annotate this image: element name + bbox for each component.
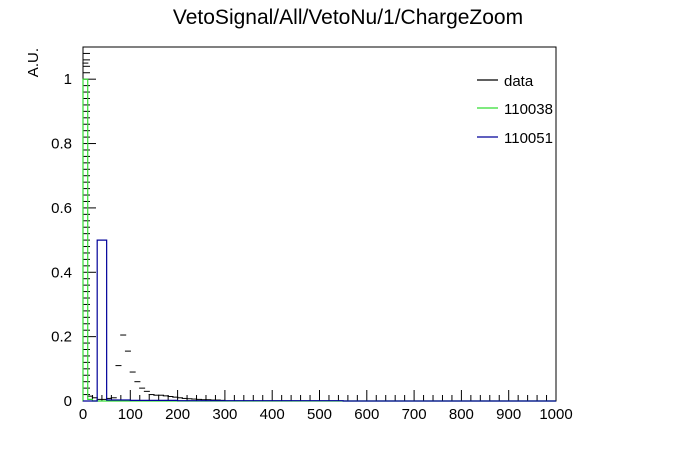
series-110038-histogram bbox=[82, 78, 556, 402]
series-110051-histogram bbox=[83, 239, 556, 402]
y-tick-label: 0.6 bbox=[51, 200, 72, 217]
x-tick-label: 900 bbox=[496, 406, 521, 423]
x-tick-label: 800 bbox=[449, 406, 474, 423]
plot-series bbox=[82, 62, 556, 402]
x-tick-label: 300 bbox=[212, 406, 237, 423]
plot-frame bbox=[82, 46, 557, 402]
x-tick-label: 0 bbox=[79, 406, 87, 423]
y-axis: 0 0.2 0.4 0.6 0.8 1 bbox=[51, 46, 96, 410]
legend: data 110038 110051 bbox=[477, 73, 553, 147]
x-tick-label: 600 bbox=[354, 406, 379, 423]
x-axis: 0 100 200 300 400 500 600 700 800 900 1000 bbox=[79, 390, 573, 423]
y-tick-label: 0.8 bbox=[51, 136, 72, 153]
x-tick-label: 100 bbox=[118, 406, 143, 423]
legend-label-110051: 110051 bbox=[504, 130, 553, 147]
x-tick-label: 700 bbox=[402, 406, 427, 423]
y-tick-label: 1 bbox=[64, 71, 72, 88]
y-tick-label: 0 bbox=[64, 393, 72, 410]
chart-title: VetoSignal/All/VetoNu/1/ChargeZoom bbox=[173, 6, 523, 29]
x-tick-label: 200 bbox=[165, 406, 190, 423]
y-axis-label: A.U. bbox=[25, 48, 42, 77]
y-tick-label: 0.4 bbox=[51, 264, 72, 281]
legend-label-data: data bbox=[504, 73, 534, 90]
x-tick-label: 400 bbox=[260, 406, 285, 423]
x-tick-label: 1000 bbox=[539, 406, 572, 423]
x-tick-label: 500 bbox=[307, 406, 332, 423]
legend-label-110038: 110038 bbox=[504, 101, 553, 118]
y-tick-label: 0.2 bbox=[51, 329, 72, 346]
